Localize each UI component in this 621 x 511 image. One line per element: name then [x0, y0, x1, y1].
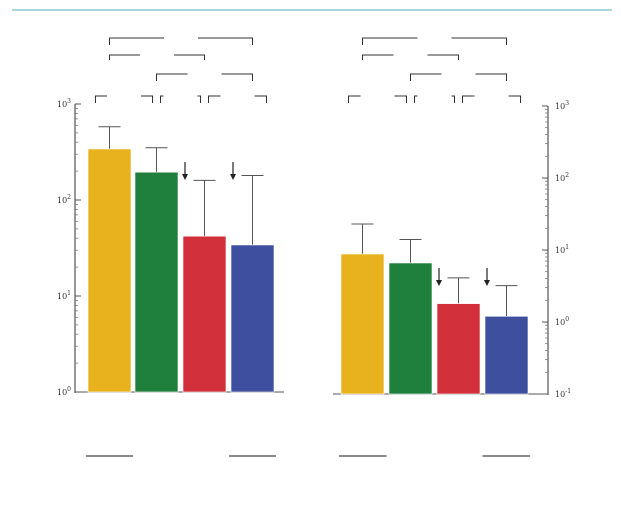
- annotation-arrowhead: [230, 174, 236, 180]
- bracket-label-bg: [393, 49, 428, 60]
- y-tick-label: 101: [555, 244, 569, 255]
- bracket-label-bg: [360, 90, 395, 101]
- bar-null: [388, 262, 433, 395]
- annotation-arrowhead: [484, 280, 490, 286]
- bar-null: [134, 171, 179, 393]
- annotation-arrowhead: [182, 174, 188, 180]
- bar-e2ch: [484, 315, 529, 395]
- bracket-label-bg: [441, 68, 476, 79]
- soluble-panel: 10-1 100 101 102 103: [333, 32, 571, 457]
- y-tick-label: 100: [57, 386, 71, 397]
- insoluble-panel: 100 101 102 103: [57, 32, 284, 457]
- bar-e2: [182, 235, 227, 393]
- bar-pbs: [87, 148, 132, 393]
- bracket-label-bg: [107, 90, 141, 101]
- y-tick-label: 102: [555, 172, 569, 183]
- bracket-label-bg: [417, 90, 452, 101]
- bracket-label-bg: [163, 90, 198, 101]
- y-tick-label: 100: [555, 316, 569, 327]
- y-tick-label: 101: [57, 290, 71, 301]
- bracket-label-bg: [417, 32, 452, 43]
- bar-e2: [436, 303, 481, 395]
- y-tick-label: 103: [57, 98, 71, 109]
- bracket-label-bg: [220, 90, 255, 101]
- y-tick-label: 103: [555, 100, 569, 111]
- bracket-label-bg: [187, 68, 222, 79]
- y-tick-label: 102: [57, 194, 71, 205]
- bracket-label-bg: [474, 90, 509, 101]
- bar-e2ch: [230, 244, 275, 393]
- annotation-arrowhead: [436, 280, 442, 286]
- bracket-label-bg: [140, 49, 174, 60]
- y-tick-label: 10-1: [555, 388, 571, 399]
- bar-pbs: [340, 253, 385, 395]
- bracket-label-bg: [164, 32, 198, 43]
